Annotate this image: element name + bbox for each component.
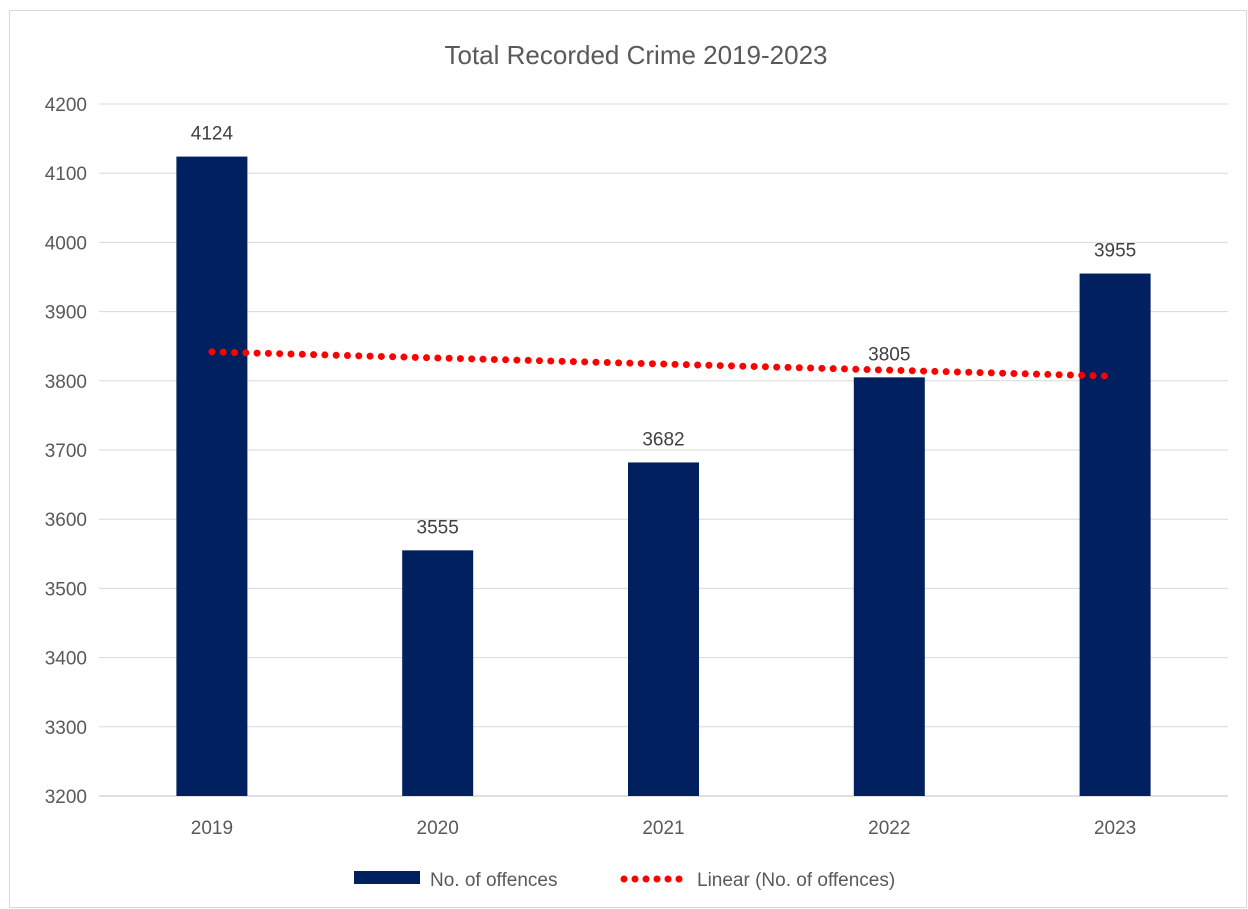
y-tick-label-3800: 3800	[45, 372, 87, 393]
y-tick-label-3200: 3200	[45, 787, 87, 808]
y-tick-label-4000: 4000	[45, 233, 87, 254]
gridlines	[99, 103, 1228, 797]
y-tick-label-3500: 3500	[45, 579, 87, 600]
y-tick-label-3300: 3300	[45, 718, 87, 739]
data-label-2022: 3805	[868, 344, 910, 365]
y-tick-label-3600: 3600	[45, 510, 87, 531]
legend-label-trendline: Linear (No. of offences)	[697, 870, 895, 891]
x-tick-label-2021: 2021	[642, 818, 684, 839]
bar-2020	[402, 550, 474, 796]
y-axis-tick-labels: 3200 3300 3400 3500 3600 3700 3800 3900 4000 4100…	[45, 95, 87, 808]
bar-2023	[1079, 273, 1151, 796]
bars	[176, 156, 1151, 797]
y-tick-label-3700: 3700	[45, 441, 87, 462]
bar-2019	[176, 156, 248, 797]
legend-label-offences: No. of offences	[430, 870, 557, 891]
data-label-2021: 3682	[642, 429, 684, 450]
data-label-2019: 4124	[191, 124, 234, 145]
x-tick-label-2019: 2019	[191, 818, 233, 839]
bar-2022	[853, 377, 925, 796]
legend-swatch-offences	[354, 871, 420, 884]
legend: No. of offences Linear (No. of offences)	[354, 870, 895, 891]
x-tick-label-2020: 2020	[417, 818, 459, 839]
data-label-2023: 3955	[1094, 241, 1136, 262]
y-tick-label-4200: 4200	[45, 95, 87, 116]
y-tick-label-3400: 3400	[45, 649, 87, 670]
data-label-2020: 3555	[417, 517, 459, 538]
chart-title: Total Recorded Crime 2019-2023	[445, 40, 828, 70]
y-tick-label-3900: 3900	[45, 303, 87, 324]
y-tick-label-4100: 4100	[45, 164, 87, 185]
x-tick-label-2023: 2023	[1094, 818, 1136, 839]
trendline	[208, 348, 1119, 380]
x-tick-label-2022: 2022	[868, 818, 910, 839]
x-axis-tick-labels: 2019 2020 2021 2022 2023	[191, 818, 1136, 839]
bar-2021	[628, 462, 699, 796]
data-labels: 4124 3555 3682 3805 3955	[191, 124, 1136, 539]
trendline-linear	[208, 348, 1119, 380]
